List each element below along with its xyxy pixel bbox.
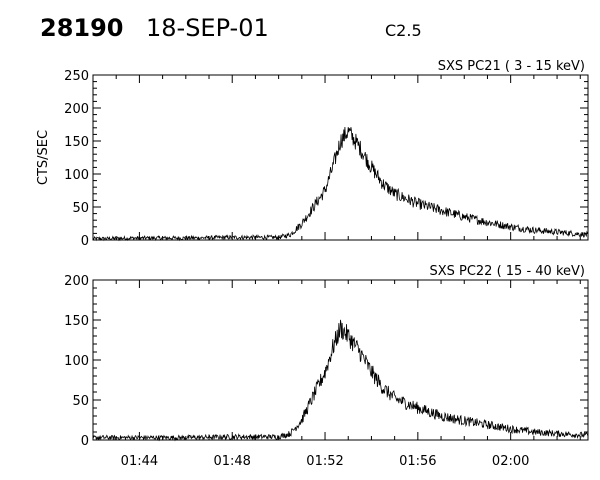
y-tick-label: 150 (64, 314, 89, 329)
panel-2: SXS PC22 ( 15 - 40 keV) 0 50 100 150 200 01:44… (64, 264, 589, 469)
x-tick-label: 01:44 (121, 454, 158, 469)
y-tick-label: 100 (64, 168, 89, 183)
panel-1: SXS PC21 ( 3 - 15 keV) 0 50 100 150 200 250 CTS… (36, 59, 589, 249)
event-date: 18-SEP-01 (146, 14, 269, 42)
plot-frame (92, 74, 589, 241)
y-tick-label: 100 (64, 354, 89, 369)
y-tick-label: 200 (64, 102, 89, 117)
y-tick-label: 50 (72, 201, 89, 216)
event-id: 28190 (40, 14, 124, 42)
y-tick-label: 250 (64, 69, 89, 84)
x-tick-label: 01:48 (213, 454, 250, 469)
flare-class: C2.5 (385, 21, 422, 40)
y-tick-label: 50 (72, 394, 89, 409)
y-tick-label: 0 (81, 234, 89, 249)
y-tick-label: 200 (64, 274, 89, 289)
series-line-1 (92, 126, 589, 242)
y-axis-label: CTS/SEC (36, 130, 51, 185)
plot-frame (92, 279, 589, 441)
x-tick-label: 01:56 (399, 454, 436, 469)
y-tick-label: 150 (64, 135, 89, 150)
panel-title: SXS PC22 ( 15 - 40 keV) (429, 264, 585, 279)
x-tick-label: 01:52 (306, 454, 343, 469)
panel-title: SXS PC21 ( 3 - 15 keV) (438, 59, 585, 74)
y-tick-label: 0 (81, 434, 89, 449)
x-tick-label: 02:00 (492, 454, 529, 469)
series-line-1 (92, 319, 589, 442)
